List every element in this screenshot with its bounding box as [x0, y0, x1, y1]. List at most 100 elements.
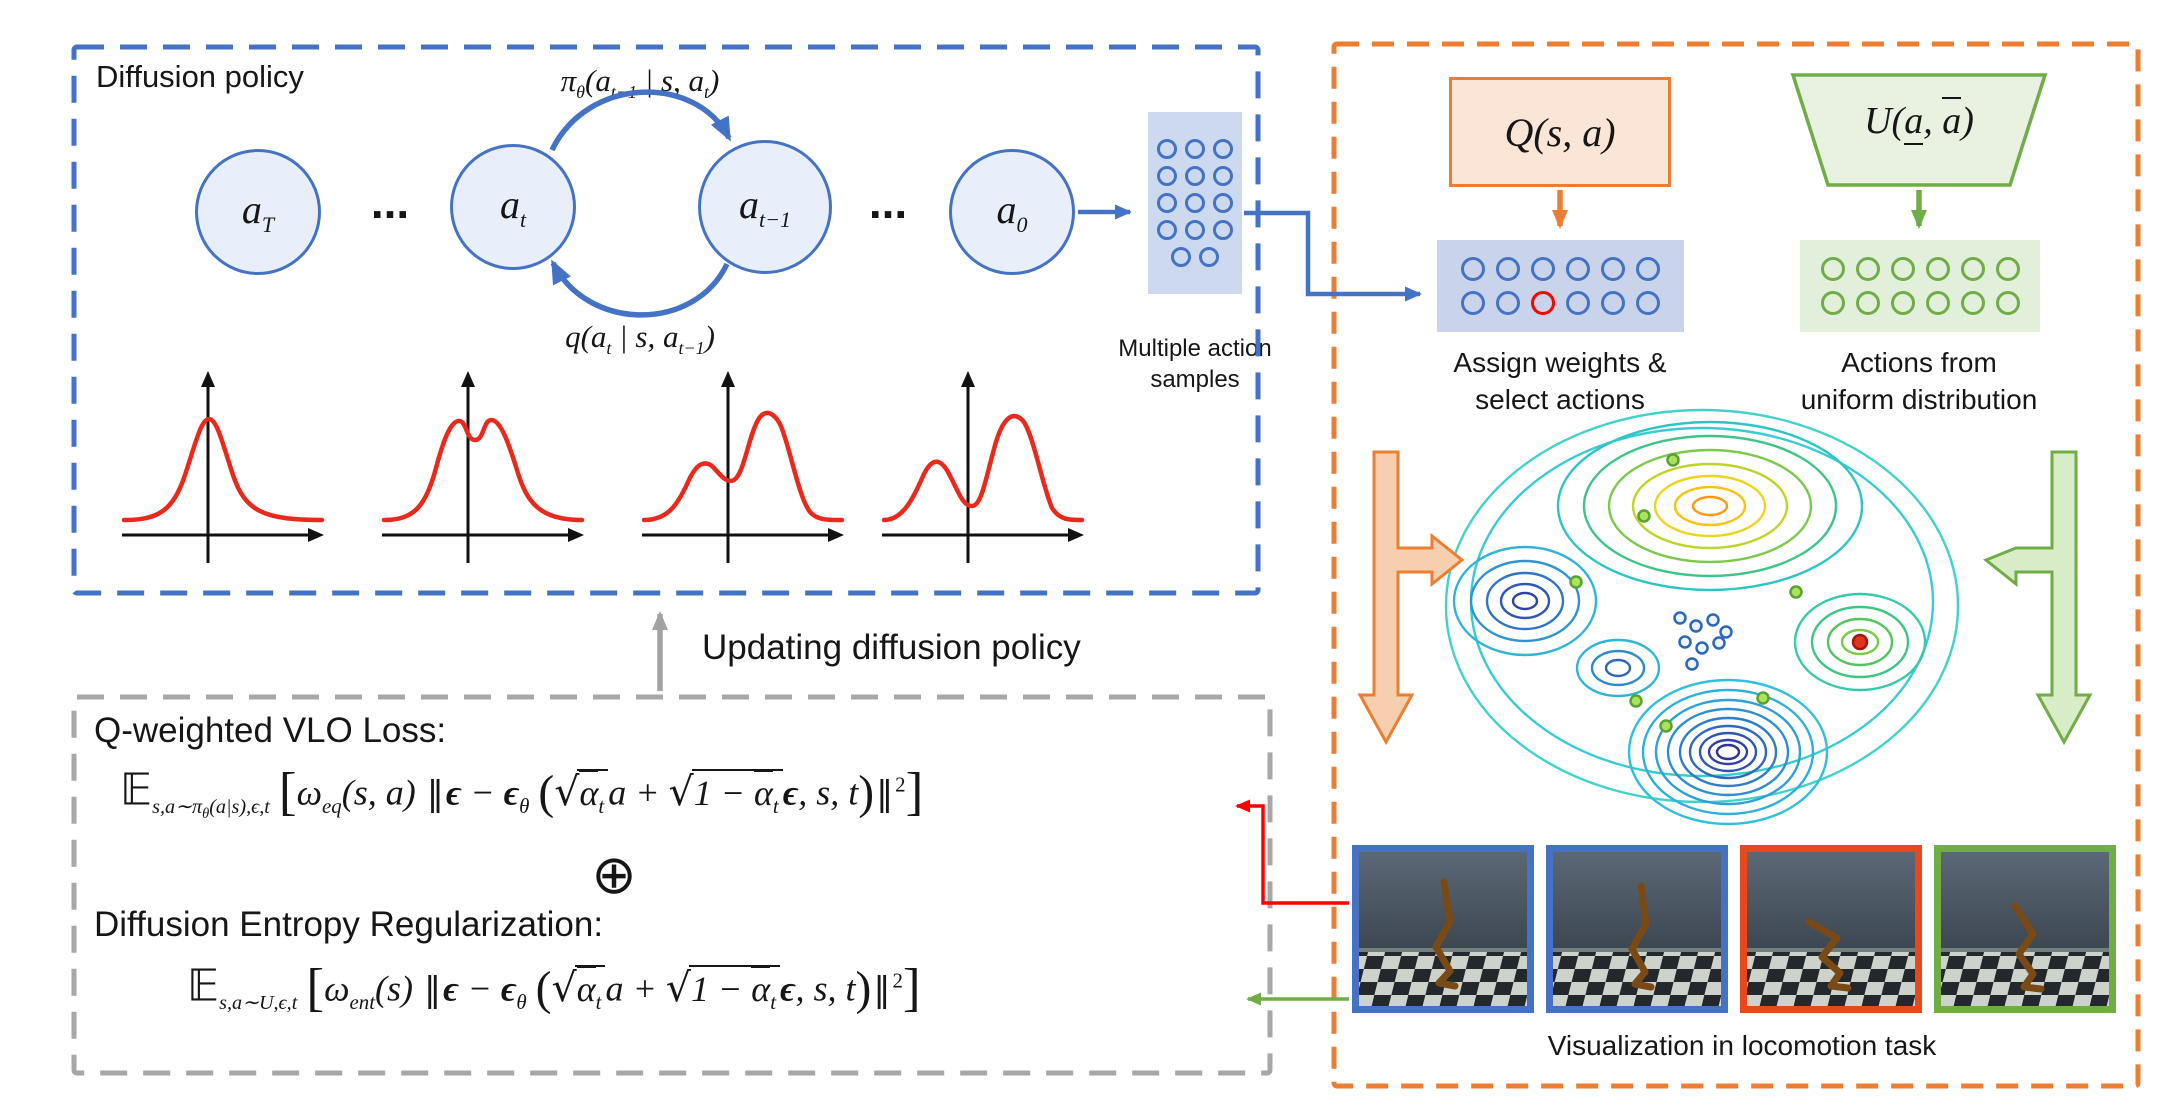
action-dot	[1461, 257, 1485, 281]
action-dot	[1213, 166, 1233, 186]
uniform-samples-scatter	[1569, 453, 1803, 733]
ellipsis-left: ...	[370, 176, 410, 228]
policy-samples-scatter	[1673, 611, 1733, 671]
circle-row	[1157, 166, 1233, 186]
action-dot	[1157, 139, 1177, 159]
distribution-plot-1	[121, 371, 325, 563]
action-dot	[1820, 291, 1845, 315]
action-dot	[1157, 220, 1177, 240]
circle-row	[1157, 193, 1233, 213]
diffusion-policy-title: Diffusion policy	[96, 59, 304, 94]
circle-row	[1820, 291, 2020, 315]
weighted-actions-box	[1437, 240, 1684, 332]
action-dot	[1601, 257, 1625, 281]
action-dot	[1995, 291, 2020, 315]
locomotion-frame-3	[1740, 845, 1922, 1013]
forward-process-label: q(at | s, at−1)	[565, 319, 715, 359]
action-dot	[1890, 291, 1915, 315]
action-dot	[1496, 257, 1520, 281]
hopper-render	[1359, 852, 1527, 1006]
samples-caption: Multiple action samples	[1118, 335, 1272, 393]
update-policy-label: Updating diffusion policy	[702, 628, 1081, 667]
diffusion-policy-box: Diffusion policy πθ(at−1 | s, at) aT ...…	[72, 45, 1272, 591]
node-at-label: at	[499, 182, 527, 232]
action-dot	[1925, 291, 1950, 315]
node-at-1-label: at−1	[739, 182, 791, 232]
visualization-caption: Visualization in locomotion task	[1547, 1030, 1937, 1061]
circle-row	[1461, 257, 1660, 281]
q-learning-box: Q(s, a) U(a, a) Assign weights & select …	[1332, 42, 2138, 1086]
distribution-plot-2	[381, 371, 585, 563]
density-curve	[641, 410, 845, 523]
action-dot	[1213, 139, 1233, 159]
action-dot	[1496, 291, 1520, 315]
action-dot	[1636, 291, 1660, 315]
locomotion-frame-1	[1352, 845, 1534, 1013]
action-dot	[1925, 257, 1950, 281]
node-a0-label: a0	[996, 187, 1028, 237]
action-dot	[1566, 291, 1590, 315]
circle-row	[1171, 247, 1219, 267]
density-curve	[121, 416, 325, 523]
valley-blob	[1627, 678, 1829, 826]
distribution-plot-3	[641, 371, 845, 563]
selected-action-dot	[1531, 291, 1555, 315]
circle-row	[1157, 139, 1233, 159]
node-aT-label: aT	[241, 187, 275, 237]
uniform-dist-shape: U(a, a)	[1788, 73, 2050, 187]
density-curve	[381, 417, 585, 523]
action-samples-box	[1148, 112, 1242, 294]
hopper-render	[1747, 852, 1915, 1006]
loss-box: Q-weighted VLO Loss: 𝔼s,a∼πθ(a|s),ϵ,t [ω…	[72, 695, 1268, 1073]
action-dot	[1636, 257, 1660, 281]
uniform-actions-box	[1800, 240, 2040, 332]
locomotion-frame-2	[1546, 845, 1728, 1013]
uniform-dist-label: U(a, a)	[1788, 97, 2050, 145]
node-a0: a0	[949, 149, 1075, 275]
action-dot	[1213, 193, 1233, 213]
node-at: at	[450, 144, 576, 270]
peak-blob	[1556, 420, 1864, 592]
action-dot	[1185, 166, 1205, 186]
q-function-box: Q(s, a)	[1449, 77, 1671, 187]
action-dot	[1855, 291, 1880, 315]
entropy-regularization-formula: 𝔼s,a∼U,ϵ,t [ωent(s) ‖ϵ − ϵθ (√αt a + √1 −…	[187, 958, 921, 1017]
node-aT: aT	[195, 149, 321, 275]
action-dot	[1461, 291, 1485, 315]
ellipsis-right: ...	[868, 176, 908, 228]
small-blob	[1575, 638, 1661, 698]
action-dot	[1890, 257, 1915, 281]
action-dot	[1199, 247, 1219, 267]
action-dot	[1995, 257, 2020, 281]
action-distribution-contour	[1444, 408, 1960, 826]
locomotion-frame-4	[1934, 845, 2116, 1013]
distribution-plot-4	[881, 371, 1085, 563]
hopper-render	[1941, 852, 2109, 1006]
q-function-label: Q(s, a)	[1504, 109, 1616, 155]
circle-row	[1820, 257, 2020, 281]
plus-circle: ⊕	[591, 843, 637, 906]
circle-row	[1461, 291, 1660, 315]
density-curve	[881, 413, 1085, 523]
action-dot	[1960, 257, 1985, 281]
selected-sample-point	[1851, 633, 1869, 651]
action-dot	[1157, 166, 1177, 186]
q-loss-title: Q-weighted VLO Loss:	[94, 711, 447, 750]
action-dot	[1213, 220, 1233, 240]
action-dot	[1531, 257, 1555, 281]
left-blob	[1452, 545, 1598, 657]
action-dot	[1566, 257, 1590, 281]
hopper-render	[1553, 852, 1721, 1006]
circle-row	[1157, 220, 1233, 240]
action-dot	[1855, 257, 1880, 281]
reverse-process-label: πθ(at−1 | s, at)	[560, 63, 720, 103]
action-dot	[1171, 247, 1191, 267]
action-dot	[1820, 257, 1845, 281]
action-dot	[1185, 220, 1205, 240]
action-dot	[1185, 139, 1205, 159]
action-dot	[1601, 291, 1625, 315]
action-dot	[1185, 193, 1205, 213]
node-at-1: at−1	[698, 140, 832, 274]
action-dot	[1960, 291, 1985, 315]
